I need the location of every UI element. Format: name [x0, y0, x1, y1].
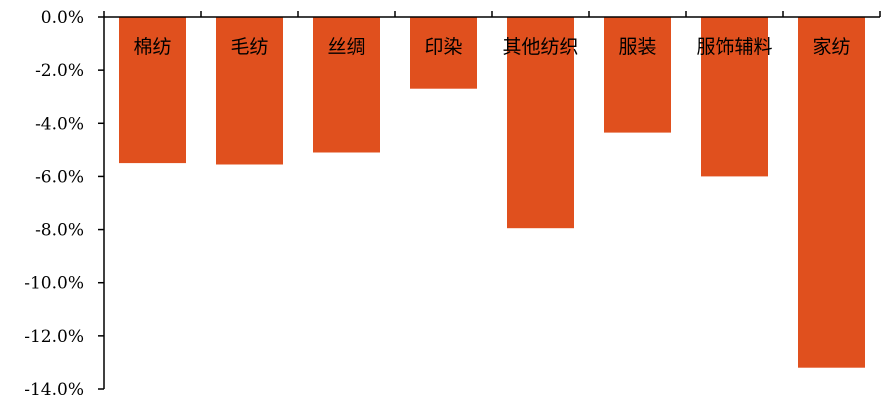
- bar-0: [119, 17, 186, 164]
- category-label-3: 印染: [424, 36, 462, 58]
- y-tick-label-7: -14.0%: [24, 380, 84, 400]
- category-label-7: 家纺: [812, 36, 850, 58]
- bars-group: [119, 17, 865, 368]
- category-labels: 棉纺 毛纺 丝绸 印染 其他纺织 服装 服饰辅料 家纺: [133, 36, 850, 58]
- bar-3: [410, 17, 477, 89]
- category-label-4: 其他纺织: [502, 36, 578, 58]
- y-axis: 0.0% -2.0% -4.0% -6.0% -8.0% -10.0% -12.0% -14.…: [24, 8, 105, 400]
- bar-7: [798, 17, 865, 368]
- category-label-5: 服装: [618, 36, 656, 58]
- y-tick-label-3: -6.0%: [35, 167, 84, 187]
- bar-2: [313, 17, 380, 153]
- bar-5: [604, 17, 671, 133]
- y-tick-label-4: -8.0%: [35, 221, 84, 241]
- category-label-2: 丝绸: [327, 36, 365, 58]
- x-axis: [103, 11, 881, 18]
- category-label-6: 服饰辅料: [696, 36, 772, 58]
- bar-4: [507, 17, 574, 229]
- y-tick-label-6: -12.0%: [24, 327, 84, 347]
- category-label-1: 毛纺: [230, 36, 268, 58]
- bar-1: [216, 17, 283, 165]
- y-tick-label-1: -2.0%: [35, 61, 84, 81]
- y-tick-label-2: -4.0%: [35, 114, 84, 134]
- y-tick-label-0: 0.0%: [41, 8, 84, 28]
- bar-6: [701, 17, 768, 177]
- category-label-0: 棉纺: [133, 36, 171, 58]
- y-tick-label-5: -10.0%: [24, 274, 84, 294]
